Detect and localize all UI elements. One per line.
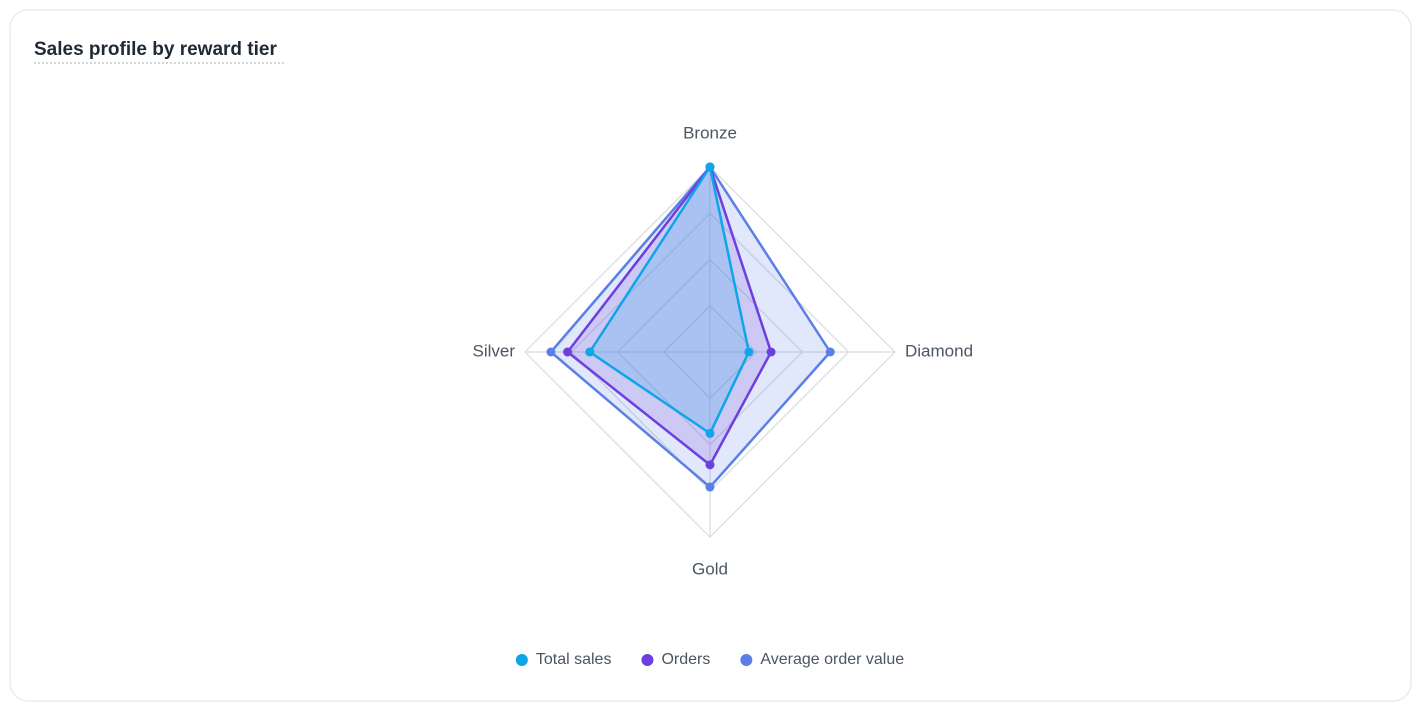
legend-label: Total sales <box>536 651 612 668</box>
data-point <box>705 482 715 492</box>
data-point <box>766 347 776 357</box>
data-point <box>705 460 715 470</box>
legend-swatch <box>641 654 654 666</box>
data-point <box>546 347 556 357</box>
legend-swatch <box>515 654 528 666</box>
axis-label: Diamond <box>905 341 973 360</box>
data-point <box>585 347 595 357</box>
legend: Total sales Orders Average order value <box>515 651 904 668</box>
data-point <box>744 347 754 357</box>
legend-label: Orders <box>661 651 710 668</box>
legend-swatch <box>740 654 753 666</box>
axis-label: Gold <box>692 559 728 578</box>
chart-title: Sales profile by reward tier <box>34 39 277 60</box>
legend-label: Average order value <box>760 651 904 668</box>
data-point <box>825 347 835 357</box>
data-point <box>705 428 715 438</box>
data-point <box>705 162 715 172</box>
axis-label: Silver <box>472 341 515 360</box>
axis-label: Bronze <box>683 123 737 142</box>
data-point <box>563 347 573 357</box>
